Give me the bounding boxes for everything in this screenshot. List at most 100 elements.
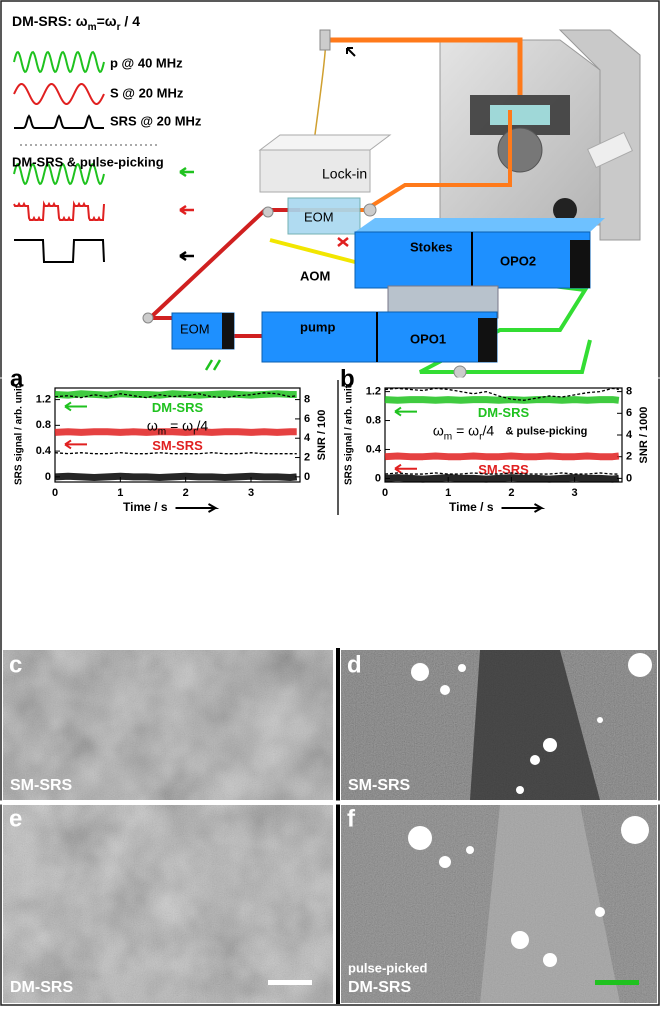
y2-tick-label: 6 [626, 407, 632, 419]
mirror [363, 203, 377, 217]
panel-letter: e [9, 805, 22, 832]
wave-label: SRS @ 20 MHz [110, 113, 202, 128]
y2-tick-label: 8 [626, 386, 632, 398]
eyepiece [586, 131, 634, 169]
plot-frame [54, 387, 301, 483]
series-arrow [64, 439, 87, 450]
snr-line [384, 472, 619, 475]
droplet [621, 816, 649, 844]
images [0, 648, 660, 1004]
y2-tick-label: 4 [626, 429, 633, 441]
wave-label: S @ 20 MHz [110, 85, 184, 100]
beam-out [330, 37, 523, 95]
formula: ωm = ωr/4 [147, 417, 208, 437]
series-arrow [394, 463, 417, 474]
y-tick-label: 0.4 [36, 445, 52, 457]
series-label: SM-SRS [152, 438, 203, 453]
y2-tick-label: 4 [304, 432, 311, 444]
droplet [628, 653, 652, 677]
droplet [597, 717, 603, 723]
formula-part: /4 [196, 417, 208, 433]
panel-letter: a [10, 365, 24, 392]
y2-tick-label: 0 [626, 472, 632, 484]
waveforms [13, 50, 105, 263]
x-axis-label: Time / s [449, 500, 494, 514]
formula-part: m [88, 22, 97, 33]
series-arrow [64, 401, 87, 412]
y-axis-label: SRS signal / arb. unit [344, 384, 355, 485]
droplet [543, 738, 557, 752]
droplet [411, 663, 429, 681]
formula-part: r [193, 427, 197, 438]
schematic: p @ 40 MHz S @ 20 MHz SRS @ 20 MHz DM-SR… [12, 29, 641, 379]
wave-stokes-pp [13, 200, 105, 221]
signal-trace [54, 472, 298, 481]
y-tick-label: 0.8 [366, 414, 381, 426]
formula-part: r [479, 432, 483, 443]
x-tick-label: 3 [248, 487, 254, 499]
image-note: pulse-picked [348, 960, 428, 975]
panel-letter: c [9, 651, 22, 678]
wave-stokes [13, 83, 105, 105]
wave-label: p @ 40 MHz [110, 55, 183, 70]
scale-bar [268, 980, 312, 985]
beam-green [419, 283, 592, 374]
mirror [142, 312, 154, 324]
beam-red [144, 208, 300, 320]
x-tick-label: 2 [508, 487, 514, 499]
wave-pump-pp [13, 162, 105, 186]
wave-srs-pp [14, 239, 105, 263]
image-texture [3, 805, 333, 1003]
component-label: AOM [300, 268, 330, 283]
y-tick-label: 1.2 [366, 386, 381, 398]
mirror [453, 365, 467, 379]
component-label: EOM [304, 209, 334, 224]
component-label: EOM [180, 321, 210, 336]
droplets [408, 653, 652, 967]
box-top [355, 218, 605, 232]
subtitle: DM-SRS & pulse-picking [12, 154, 164, 169]
formula: ωm = ωr/4 [433, 422, 494, 442]
droplet [439, 856, 451, 868]
panel-letter: b [340, 365, 355, 392]
y-axis-label: SRS signal / arb. unit [14, 384, 25, 485]
snr-line [54, 452, 297, 455]
formula-part: = ω [166, 417, 193, 433]
series-label: DM-SRS [152, 400, 204, 415]
x-axis-label: Time / s [123, 500, 168, 514]
objective [497, 127, 543, 173]
droplet [516, 786, 524, 794]
box-end [222, 313, 234, 349]
y-tick-label: 0.4 [366, 443, 382, 455]
formula-part: / 4 [121, 13, 141, 29]
y2-tick-label: 0 [304, 471, 310, 483]
droplet [511, 931, 529, 949]
image-texture [3, 650, 333, 800]
snr-line [54, 392, 297, 399]
droplet [440, 685, 450, 695]
box-end [478, 318, 497, 362]
signal-trace [384, 396, 620, 404]
signal-trace [54, 428, 297, 436]
droplet [595, 907, 605, 917]
arrow-green [179, 166, 194, 178]
formula: DM-SRS: ωm=ωr / 4 [12, 13, 140, 33]
panel-letter: d [347, 651, 362, 678]
y2-tick-label: 6 [304, 413, 310, 425]
snr-line [384, 387, 619, 401]
droplet [543, 953, 557, 967]
component-label: Lock-in [322, 166, 367, 182]
chart: b 0 0.4 0.8 1.2 0 2 4 6 8 0 1 2 3 Time / s SRS signal /… [340, 365, 650, 514]
knob [553, 198, 577, 222]
x-tick-label: 1 [117, 487, 123, 499]
droplet [408, 826, 432, 850]
lockin-top [258, 134, 392, 151]
image-label: SM-SRS [348, 777, 411, 794]
microscope-arm [558, 29, 641, 241]
image-label: SM-SRS [10, 777, 73, 794]
component-label: Stokes [410, 239, 453, 254]
mirror [262, 206, 274, 218]
image-label: DM-SRS [10, 979, 73, 996]
scale-bar [595, 980, 639, 985]
arrow-green [204, 359, 222, 371]
